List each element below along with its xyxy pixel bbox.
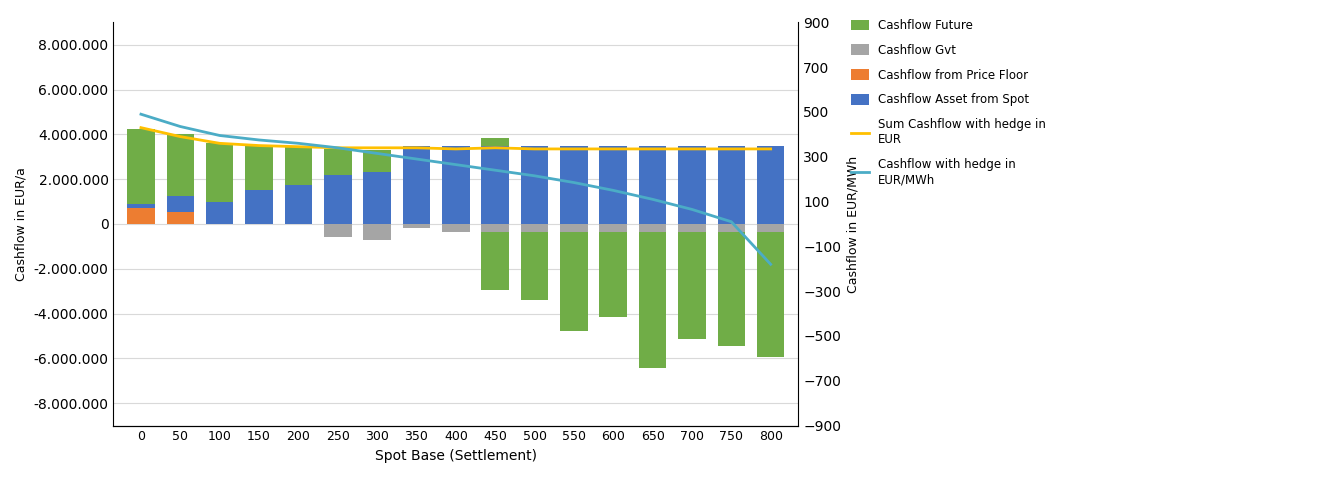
Bar xyxy=(678,232,706,339)
Cashflow with hedge in
EUR/MWh xyxy=(133,111,149,117)
Bar xyxy=(403,146,431,224)
Bar xyxy=(481,224,509,232)
Cashflow with hedge in
EUR/MWh xyxy=(211,132,227,138)
Bar xyxy=(560,146,587,224)
Legend: Cashflow Future, Cashflow Gvt, Cashflow from Price Floor, Cashflow Asset from Sp: Cashflow Future, Cashflow Gvt, Cashflow … xyxy=(847,14,1051,191)
Sum Cashflow with hedge in
EUR xyxy=(173,134,189,140)
Bar xyxy=(560,224,587,232)
Sum Cashflow with hedge in
EUR xyxy=(526,146,542,152)
Bar xyxy=(128,204,154,208)
Bar xyxy=(246,146,272,190)
Sum Cashflow with hedge in
EUR xyxy=(291,144,307,150)
Cashflow with hedge in
EUR/MWh xyxy=(408,156,424,162)
Bar xyxy=(639,224,666,232)
Sum Cashflow with hedge in
EUR xyxy=(330,145,346,151)
Bar xyxy=(481,232,509,290)
Line: Sum Cashflow with hedge in
EUR: Sum Cashflow with hedge in EUR xyxy=(141,128,771,149)
Bar xyxy=(324,224,351,238)
Cashflow with hedge in
EUR/MWh xyxy=(173,124,189,130)
Sum Cashflow with hedge in
EUR xyxy=(408,145,424,151)
Cashflow with hedge in
EUR/MWh xyxy=(763,261,779,267)
Sum Cashflow with hedge in
EUR xyxy=(605,146,621,152)
Bar xyxy=(481,146,509,224)
Bar xyxy=(363,150,391,173)
Bar xyxy=(324,174,351,224)
Bar xyxy=(363,224,391,239)
Bar xyxy=(166,196,194,212)
Y-axis label: Cashflow in EUR/a: Cashflow in EUR/a xyxy=(15,167,28,281)
Bar xyxy=(363,173,391,224)
Sum Cashflow with hedge in
EUR xyxy=(684,146,700,152)
Bar xyxy=(166,212,194,224)
Bar xyxy=(758,146,784,224)
Bar xyxy=(758,232,784,357)
Cashflow with hedge in
EUR/MWh xyxy=(251,137,267,143)
Sum Cashflow with hedge in
EUR xyxy=(645,146,661,152)
Cashflow with hedge in
EUR/MWh xyxy=(526,173,542,179)
Sum Cashflow with hedge in
EUR xyxy=(723,146,739,152)
Cashflow with hedge in
EUR/MWh xyxy=(488,167,504,173)
Bar xyxy=(718,146,746,224)
Bar xyxy=(128,208,154,224)
Cashflow with hedge in
EUR/MWh xyxy=(369,151,385,156)
Sum Cashflow with hedge in
EUR xyxy=(448,146,464,152)
Cashflow with hedge in
EUR/MWh xyxy=(684,206,700,212)
Cashflow with hedge in
EUR/MWh xyxy=(645,196,661,202)
Bar xyxy=(678,224,706,232)
Bar xyxy=(639,232,666,369)
Cashflow with hedge in
EUR/MWh xyxy=(605,187,621,193)
Bar xyxy=(521,224,549,232)
Sum Cashflow with hedge in
EUR xyxy=(211,141,227,146)
Bar xyxy=(599,224,627,232)
Sum Cashflow with hedge in
EUR xyxy=(488,145,504,151)
X-axis label: Spot Base (Settlement): Spot Base (Settlement) xyxy=(375,449,537,463)
Cashflow with hedge in
EUR/MWh xyxy=(291,141,307,146)
Bar xyxy=(206,202,234,224)
Bar xyxy=(284,185,312,224)
Cashflow with hedge in
EUR/MWh xyxy=(566,180,582,185)
Line: Cashflow with hedge in
EUR/MWh: Cashflow with hedge in EUR/MWh xyxy=(141,114,771,264)
Bar xyxy=(443,146,469,224)
Cashflow with hedge in
EUR/MWh xyxy=(723,219,739,225)
Bar xyxy=(443,224,469,232)
Bar xyxy=(599,146,627,224)
Bar xyxy=(639,146,666,224)
Sum Cashflow with hedge in
EUR xyxy=(763,146,779,152)
Bar xyxy=(166,134,194,196)
Sum Cashflow with hedge in
EUR xyxy=(251,143,267,149)
Bar xyxy=(678,146,706,224)
Bar xyxy=(718,224,746,232)
Bar xyxy=(560,232,587,332)
Bar xyxy=(758,224,784,232)
Bar xyxy=(246,190,272,224)
Sum Cashflow with hedge in
EUR xyxy=(133,125,149,130)
Cashflow with hedge in
EUR/MWh xyxy=(448,162,464,167)
Bar xyxy=(521,146,549,224)
Bar xyxy=(284,147,312,185)
Sum Cashflow with hedge in
EUR xyxy=(369,145,385,151)
Bar xyxy=(599,232,627,317)
Bar xyxy=(324,149,351,174)
Bar xyxy=(403,224,431,228)
Cashflow with hedge in
EUR/MWh xyxy=(330,145,346,151)
Bar xyxy=(128,129,154,204)
Bar xyxy=(481,138,509,146)
Sum Cashflow with hedge in
EUR xyxy=(566,146,582,152)
Bar xyxy=(206,143,234,202)
Bar xyxy=(718,232,746,346)
Bar xyxy=(521,232,549,300)
Y-axis label: Cashflow in EUR/MWh: Cashflow in EUR/MWh xyxy=(847,155,860,293)
